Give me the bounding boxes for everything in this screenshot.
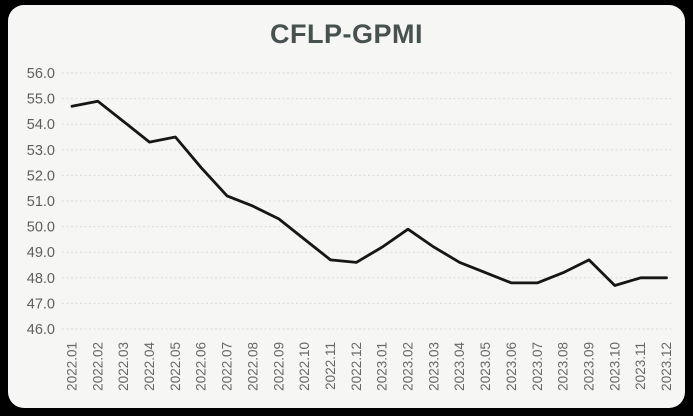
x-axis-tick-label: 2023.05 (478, 342, 493, 391)
x-axis-tick-label: 2022.11 (323, 342, 338, 390)
x-axis-tick-label: 2023.01 (375, 342, 390, 391)
x-axis-tick-label: 2022.01 (65, 342, 80, 391)
y-axis-tick-label: 53.0 (27, 143, 55, 159)
y-axis-tick-label: 48.0 (27, 271, 55, 287)
x-axis-tick-label: 2022.03 (116, 342, 131, 391)
x-axis-tick-label: 2023.06 (504, 342, 519, 391)
x-axis-tick-label: 2022.04 (142, 342, 157, 391)
y-axis-tick-label: 55.0 (27, 92, 55, 108)
chart-card: 56.0 55.0 54.0 53.0 52.0 51.0 50.0 49.0 48.0 47.0… (8, 5, 685, 408)
x-axis-tick-label: 2023.10 (607, 342, 622, 391)
y-axis-tick-label: 49.0 (27, 245, 55, 261)
x-axis-tick-label: 2023.11 (633, 342, 648, 390)
x-axis-tick-label: 2023.07 (530, 342, 545, 391)
chart-title: CFLP-GPMI (270, 19, 423, 49)
x-axis-tick-label: 2022.10 (297, 342, 312, 391)
x-axis-tick-label: 2022.05 (168, 342, 183, 391)
x-axis-tick-label: 2022.12 (349, 342, 364, 391)
x-axis-tick-label: 2023.12 (659, 342, 674, 391)
y-axis-tick-label: 56.0 (27, 66, 55, 82)
x-axis-tick-label: 2023.04 (452, 342, 467, 391)
x-axis-tick-label: 2022.06 (194, 342, 209, 391)
x-axis-tick-label: 2023.03 (426, 342, 441, 391)
y-axis-tick-label: 50.0 (27, 220, 55, 236)
y-axis-tick-label: 47.0 (27, 296, 55, 312)
line-chart-canvas: 56.0 55.0 54.0 53.0 52.0 51.0 50.0 49.0 48.0 47.0… (27, 66, 674, 391)
data-line-series (70, 99, 668, 287)
x-axis-tick-label: 2023.08 (556, 342, 571, 391)
y-axis-tick-label: 54.0 (27, 117, 55, 133)
x-axis-tick-label: 2022.07 (220, 342, 235, 391)
y-axis-tick-label: 52.0 (27, 168, 55, 184)
x-axis-tick-label: 2023.02 (401, 342, 416, 391)
x-axis-tick-label: 2022.09 (271, 342, 286, 391)
x-axis-tick-label: 2022.08 (245, 342, 260, 391)
y-axis-tick-label: 51.0 (27, 194, 55, 210)
x-axis-tick-label: 2022.02 (90, 342, 105, 391)
x-axis-tick-label: 2023.09 (581, 342, 596, 391)
y-axis-tick-label: 46.0 (27, 322, 55, 338)
